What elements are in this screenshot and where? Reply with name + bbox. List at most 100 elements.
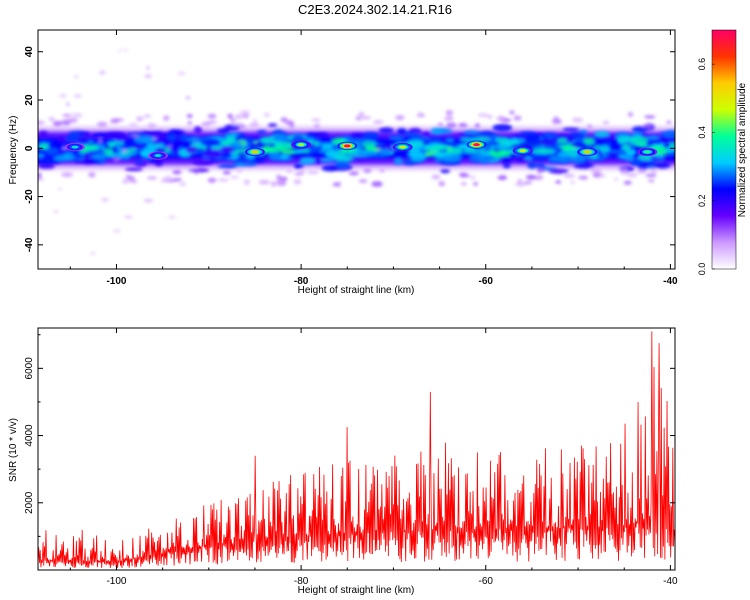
heatmap-outlier xyxy=(217,178,230,182)
heatmap-blob xyxy=(473,132,496,137)
colorbar-tick-label: 0.0 xyxy=(697,263,707,276)
heatmap-outlier xyxy=(299,169,306,175)
heatmap-outlier xyxy=(110,118,120,124)
heatmap-hotspot xyxy=(577,147,598,157)
heatmap-outlier xyxy=(437,122,444,127)
heatmap-blob xyxy=(662,156,675,161)
heatmap-blob xyxy=(519,131,537,136)
heatmap-outlier xyxy=(537,168,542,174)
heatmap-blob xyxy=(519,141,542,147)
heatmap-blob xyxy=(190,142,202,147)
heatmap-blob xyxy=(500,155,512,164)
heatmap-outlier xyxy=(53,209,59,214)
heatmap-outlier xyxy=(270,181,278,188)
heatmap-outlier xyxy=(371,181,383,187)
heatmap-outlier xyxy=(358,179,368,183)
heatmap-outlier xyxy=(474,123,481,128)
heatmap-blob xyxy=(565,137,575,144)
heatmap-blob xyxy=(333,154,355,162)
heatmap-outlier xyxy=(52,120,62,127)
heatmap-outlier xyxy=(121,148,128,153)
heatmap-outlier xyxy=(177,71,186,76)
heatmap-outlier xyxy=(163,115,170,122)
heatmap-outlier xyxy=(311,118,321,122)
heatmap-blob xyxy=(562,127,580,132)
heatmap-outlier xyxy=(286,169,293,173)
heatmap-blob xyxy=(113,133,128,142)
heatmap-outlier xyxy=(207,177,217,183)
heatmap-blob xyxy=(116,155,131,160)
heatmap-blob xyxy=(557,151,569,158)
heatmap-blob xyxy=(410,132,420,140)
heatmap-blob xyxy=(663,130,675,138)
heatmap-blob xyxy=(463,130,481,135)
heatmap-blob xyxy=(292,148,306,154)
heatmap-outlier xyxy=(222,170,231,175)
heatmap-blob xyxy=(192,159,213,166)
heatmap-hotspot xyxy=(466,140,487,149)
heatmap-blob xyxy=(39,145,49,151)
heatmap-blob xyxy=(396,128,407,136)
heatmap-outlier xyxy=(570,180,575,185)
snr-y-axis: 2000 4000 6000 xyxy=(24,334,675,537)
heatmap-outlier xyxy=(172,169,182,175)
spectrogram-panel: -100 -80 -60 -40 -40 -20 0 20 40 Height of stra… xyxy=(8,29,678,296)
heatmap-outlier xyxy=(234,114,243,120)
heatmap-blob xyxy=(193,126,203,134)
heatmap-blob xyxy=(548,168,569,174)
heatmap-outlier xyxy=(497,175,508,181)
x-tick-label: -60 xyxy=(479,576,494,587)
heatmap-outlier xyxy=(188,166,195,171)
heatmap-blob xyxy=(234,162,247,168)
heatmap-outlier xyxy=(650,168,657,174)
heatmap-outlier xyxy=(458,122,468,128)
heatmap-blob xyxy=(314,157,323,164)
heatmap-outlier xyxy=(187,121,192,125)
heatmap-blob xyxy=(92,154,108,160)
heatmap-blob xyxy=(63,136,79,143)
heatmap-outlier xyxy=(144,74,152,79)
heatmap-hotspot xyxy=(512,146,533,155)
heatmap-outlier xyxy=(477,113,488,117)
y-tick-label: 6000 xyxy=(24,357,35,380)
heatmap-blob xyxy=(108,140,125,146)
heatmap-outlier xyxy=(517,178,523,185)
x-tick-label: -40 xyxy=(663,276,678,287)
heatmap-outlier xyxy=(143,198,152,203)
y-tick-label: 0 xyxy=(24,145,35,151)
heatmap-outlier xyxy=(147,122,157,129)
heatmap-outlier xyxy=(185,96,191,100)
heatmap-outlier xyxy=(229,175,239,180)
heatmap-outlier xyxy=(285,120,295,126)
heatmap-blob xyxy=(629,157,644,166)
x-tick-label: -100 xyxy=(106,276,126,287)
heatmap-blob xyxy=(503,138,518,147)
heatmap-blob xyxy=(440,169,451,174)
heatmap-blob xyxy=(637,164,648,171)
heatmap-outlier xyxy=(509,110,515,115)
heatmap-blob xyxy=(81,158,101,164)
heatmap-outlier xyxy=(90,251,96,255)
heatmap-outlier xyxy=(71,112,83,119)
heatmap-outlier xyxy=(358,111,365,116)
heatmap-hotspot xyxy=(291,140,312,149)
heatmap-blob xyxy=(276,141,292,148)
heatmap-outlier xyxy=(122,178,130,184)
heatmap-blob xyxy=(216,128,230,135)
spectrogram-x-label: Height of straight line (km) xyxy=(298,285,415,296)
heatmap-outlier xyxy=(173,178,182,182)
heatmap-blob xyxy=(430,127,443,135)
x-tick-label: -100 xyxy=(106,576,126,587)
heatmap-hotspot xyxy=(392,142,413,152)
heatmap-blob xyxy=(378,127,394,134)
heatmap-outlier xyxy=(263,112,270,118)
heatmap-outlier xyxy=(136,116,144,122)
colorbar-tick-label: 0.2 xyxy=(697,194,707,207)
heatmap-outlier xyxy=(239,110,251,115)
snr-frame xyxy=(37,327,676,571)
heatmap-outlier xyxy=(515,182,527,187)
heatmap-outlier xyxy=(131,134,140,138)
heatmap-blob xyxy=(265,146,286,154)
x-tick-label: -80 xyxy=(294,276,309,287)
heatmap-blob xyxy=(235,151,249,160)
